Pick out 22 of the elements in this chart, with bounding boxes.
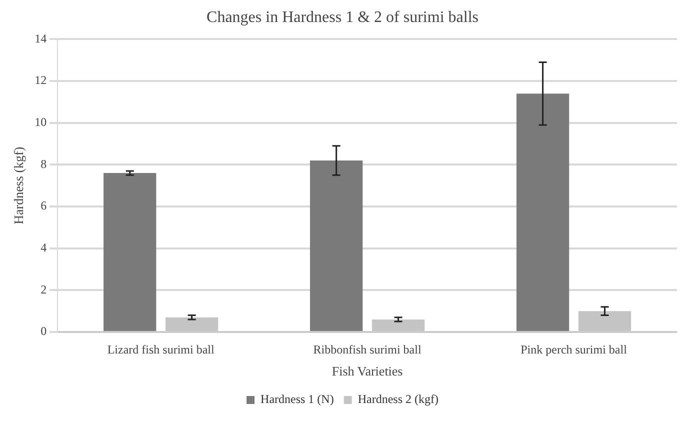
bar [578, 311, 632, 331]
bar [372, 319, 425, 331]
bar [165, 317, 218, 331]
bar [310, 160, 363, 331]
x-tick-label: Lizard fish surimi ball [107, 342, 215, 356]
y-tick-label: 14 [34, 31, 47, 46]
x-tick-label: Ribbonfish surimi ball [313, 342, 422, 356]
y-tick-label: 2 [40, 282, 47, 296]
y-tick-label: 0 [40, 324, 47, 338]
y-tick-label: 4 [40, 240, 47, 254]
legend-label: Hardness 2 (kgf) [358, 392, 438, 406]
y-tick-label: 8 [40, 156, 47, 171]
bar [516, 94, 570, 331]
y-tick-label: 6 [40, 198, 47, 213]
bar [104, 173, 156, 331]
y-axis-title: Hardness (kgf) [11, 146, 26, 224]
x-axis-title: Fish Varieties [332, 364, 403, 379]
x-tick-label: Pink perch surimi ball [520, 342, 628, 356]
legend-label: Hardness 1 (N) [260, 392, 334, 406]
chart-title: Changes in Hardness 1 & 2 of surimi balls [206, 8, 478, 26]
y-tick-label: 10 [34, 115, 47, 130]
y-tick-label: 12 [34, 73, 47, 88]
